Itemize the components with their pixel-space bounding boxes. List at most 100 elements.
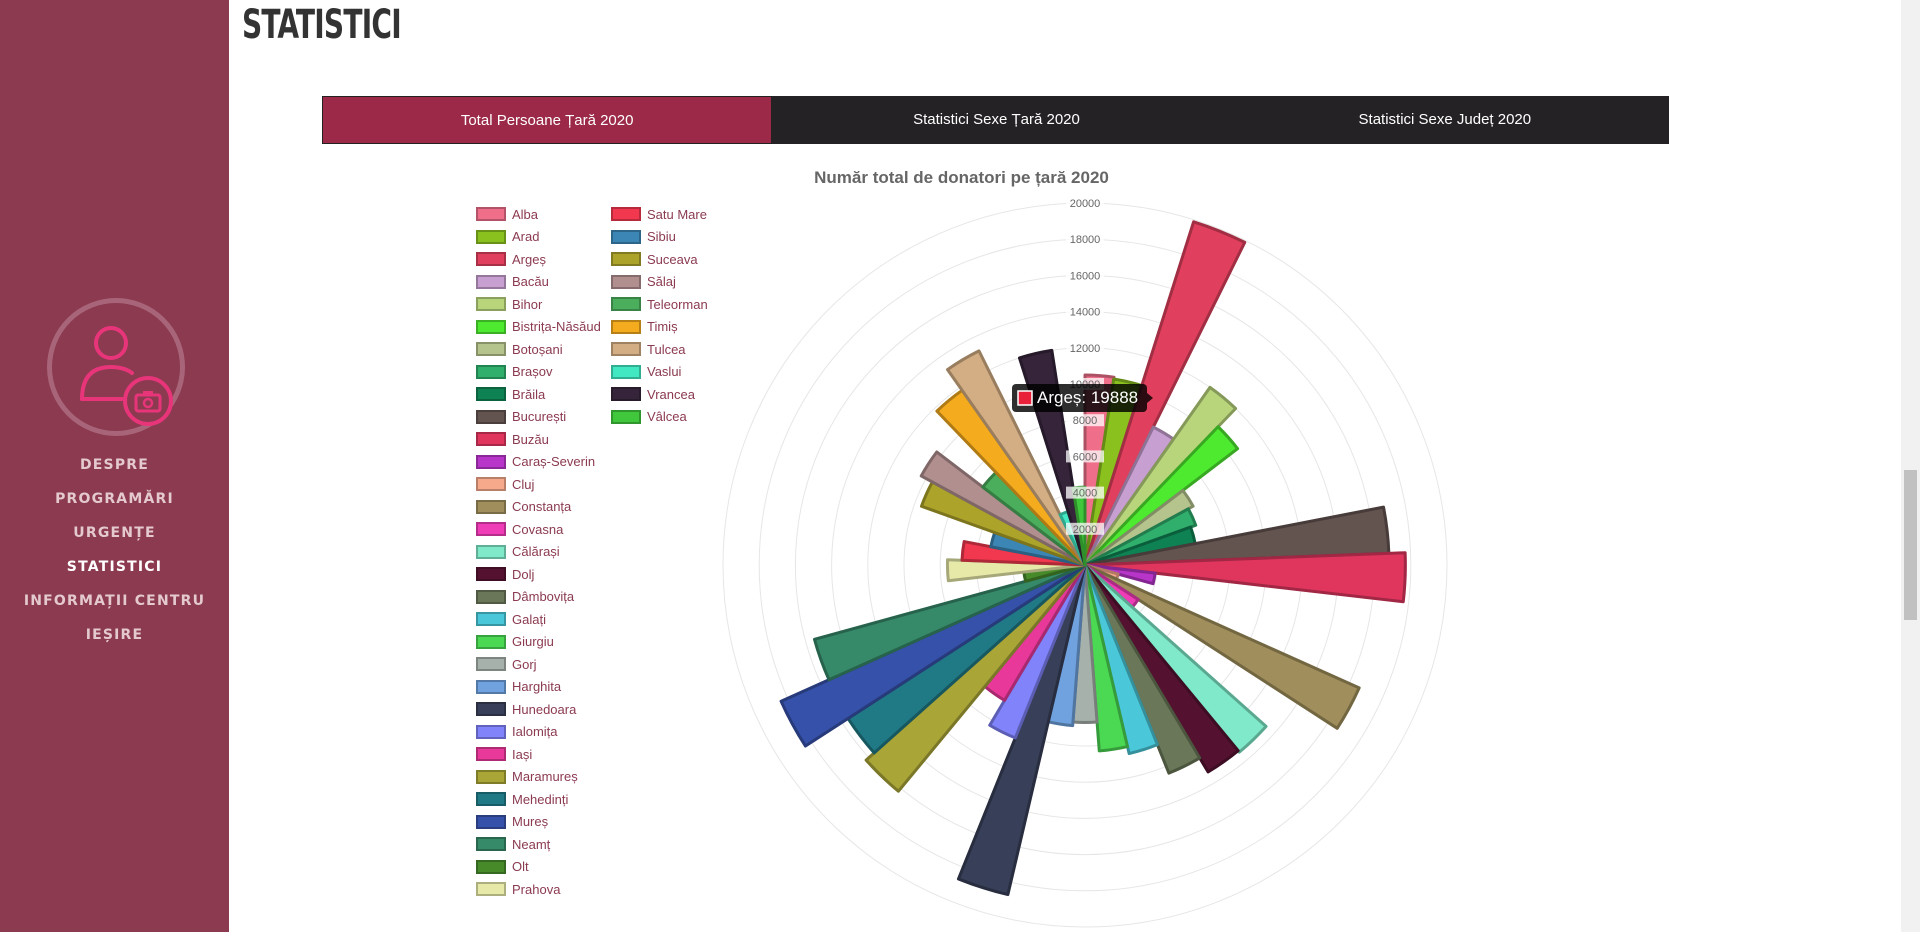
legend-item[interactable]: Caraș-Severin <box>476 452 595 472</box>
polar-slice[interactable] <box>1083 563 1202 775</box>
legend-item[interactable]: Botoșani <box>476 339 563 359</box>
legend-item[interactable]: Dâmbovița <box>476 587 574 607</box>
legend-item[interactable]: Sălaj <box>611 272 676 292</box>
legend-item[interactable]: Neamț <box>476 834 550 854</box>
legend-item[interactable]: Timiș <box>611 317 678 337</box>
legend-item[interactable]: Buzău <box>476 429 549 449</box>
polar-slice[interactable] <box>1083 563 1361 730</box>
tab-total-persoane[interactable]: Total Persoane Țară 2020 <box>322 96 773 144</box>
polar-slice[interactable] <box>988 563 1087 740</box>
nav-iesire[interactable]: IEȘIRE <box>85 627 144 643</box>
legend-item[interactable]: Hunedoara <box>476 699 576 719</box>
tick-label-bg <box>1066 305 1104 318</box>
polar-slice[interactable] <box>1083 507 1198 567</box>
legend-swatch <box>476 679 506 694</box>
legend-item[interactable]: Arad <box>476 227 539 247</box>
legend-swatch <box>476 634 506 649</box>
legend-item[interactable]: Covasna <box>476 519 563 539</box>
polar-slice[interactable] <box>1083 563 1159 756</box>
polar-slice[interactable] <box>1083 385 1238 567</box>
scrollbar-thumb[interactable] <box>1904 470 1917 620</box>
polar-slice[interactable] <box>812 563 1087 682</box>
legend-item[interactable]: Dolj <box>476 564 534 584</box>
user-camera-icon[interactable] <box>47 298 185 436</box>
polar-chart-container: 2000400060008000100001200014000160001800… <box>229 158 1901 932</box>
nav-programari[interactable]: PROGRAMĂRI <box>55 491 174 507</box>
tab-sexe-tara[interactable]: Statistici Sexe Țară 2020 <box>913 111 1080 128</box>
legend-swatch <box>476 859 506 874</box>
polar-slice[interactable] <box>1083 563 1129 753</box>
legend-swatch <box>476 432 506 446</box>
legend-label: Bistrița-Năsăud <box>512 319 601 334</box>
tick-label: 20000 <box>1070 198 1101 210</box>
legend-item[interactable]: Suceava <box>611 249 698 269</box>
legend-item[interactable]: Călărași <box>476 542 560 562</box>
legend-swatch <box>476 409 506 424</box>
legend-item[interactable]: Vâlcea <box>611 407 687 427</box>
nav-despre[interactable]: DESPRE <box>79 457 150 473</box>
polar-slice[interactable] <box>1083 220 1247 567</box>
legend-item[interactable]: Teleorman <box>611 294 708 314</box>
tick-label-bg <box>1066 341 1104 354</box>
legend-item[interactable]: Olt <box>476 857 529 877</box>
tick-label: 8000 <box>1073 415 1097 427</box>
legend-swatch <box>611 387 641 401</box>
polar-slice[interactable] <box>779 563 1087 748</box>
polar-slice[interactable] <box>1083 563 1268 754</box>
legend-item[interactable]: Brăila <box>476 384 545 404</box>
nav-informatii-centru[interactable]: INFORMAȚII CENTRU <box>23 593 206 609</box>
scrollbar[interactable] <box>1901 0 1920 932</box>
polar-slice[interactable] <box>1083 551 1407 604</box>
legend-label: Suceava <box>647 251 698 267</box>
legend-swatch <box>476 319 506 334</box>
legend-item[interactable]: Tulcea <box>611 339 686 359</box>
legend-item[interactable]: Mureș <box>476 812 548 832</box>
legend-item[interactable]: Gorj <box>476 654 537 674</box>
legend-item[interactable]: Bacău <box>476 272 549 292</box>
polar-slice[interactable] <box>946 349 1087 567</box>
polar-slice[interactable] <box>864 563 1087 793</box>
legend-item[interactable]: Maramureș <box>476 767 578 787</box>
legend-item[interactable]: Satu Mare <box>611 204 707 224</box>
tab-sexe-judet[interactable]: Statistici Sexe Județ 2020 <box>1358 111 1532 128</box>
legend-item[interactable]: Vrancea <box>611 384 695 404</box>
legend-item[interactable]: Bihor <box>476 294 542 314</box>
legend-item[interactable]: Mehedinți <box>476 789 568 809</box>
nav-statistici[interactable]: STATISTICI <box>66 559 163 575</box>
legend-label: Buzău <box>512 431 549 447</box>
legend-label: Satu Mare <box>647 206 707 222</box>
legend-item[interactable]: Bistrița-Năsăud <box>476 317 601 337</box>
legend-item[interactable]: Ialomița <box>476 722 558 742</box>
legend-item[interactable]: București <box>476 407 566 427</box>
legend-swatch <box>611 274 641 289</box>
legend-item[interactable]: Giurgiu <box>476 632 554 652</box>
polar-slice[interactable] <box>1083 488 1195 567</box>
tick-label-bg <box>1066 269 1104 282</box>
legend-label: Bacău <box>512 274 549 289</box>
legend-swatch <box>476 882 506 896</box>
legend-item[interactable]: Alba <box>476 204 538 224</box>
polar-slice[interactable] <box>919 450 1087 567</box>
legend-item[interactable]: Iași <box>476 744 532 764</box>
nav-urgente[interactable]: URGENȚE <box>73 525 156 541</box>
legend-item[interactable]: Argeș <box>476 249 546 269</box>
legend-item[interactable]: Galați <box>476 609 546 629</box>
legend-item[interactable]: Brașov <box>476 362 552 382</box>
legend-swatch <box>476 567 506 581</box>
legend-label: Mureș <box>512 814 549 829</box>
legend-label: București <box>512 409 567 424</box>
tick-label: 14000 <box>1070 307 1101 319</box>
legend-item[interactable]: Prahova <box>476 879 560 899</box>
legend-item[interactable]: Sibiu <box>611 227 676 247</box>
legend-item[interactable]: Cluj <box>476 474 534 494</box>
polar-slice[interactable] <box>1083 425 1240 567</box>
polar-area-chart[interactable]: 2000400060008000100001200014000160001800… <box>229 158 1901 932</box>
legend-label: Arad <box>512 229 540 244</box>
legend-swatch <box>611 297 641 311</box>
legend-item[interactable]: Harghita <box>476 677 561 697</box>
polar-slice[interactable] <box>1083 563 1240 774</box>
legend-item[interactable]: Constanța <box>476 497 571 517</box>
legend-item[interactable]: Vaslui <box>611 362 681 382</box>
tick-label-bg <box>1066 414 1104 427</box>
legend-swatch <box>476 792 506 806</box>
